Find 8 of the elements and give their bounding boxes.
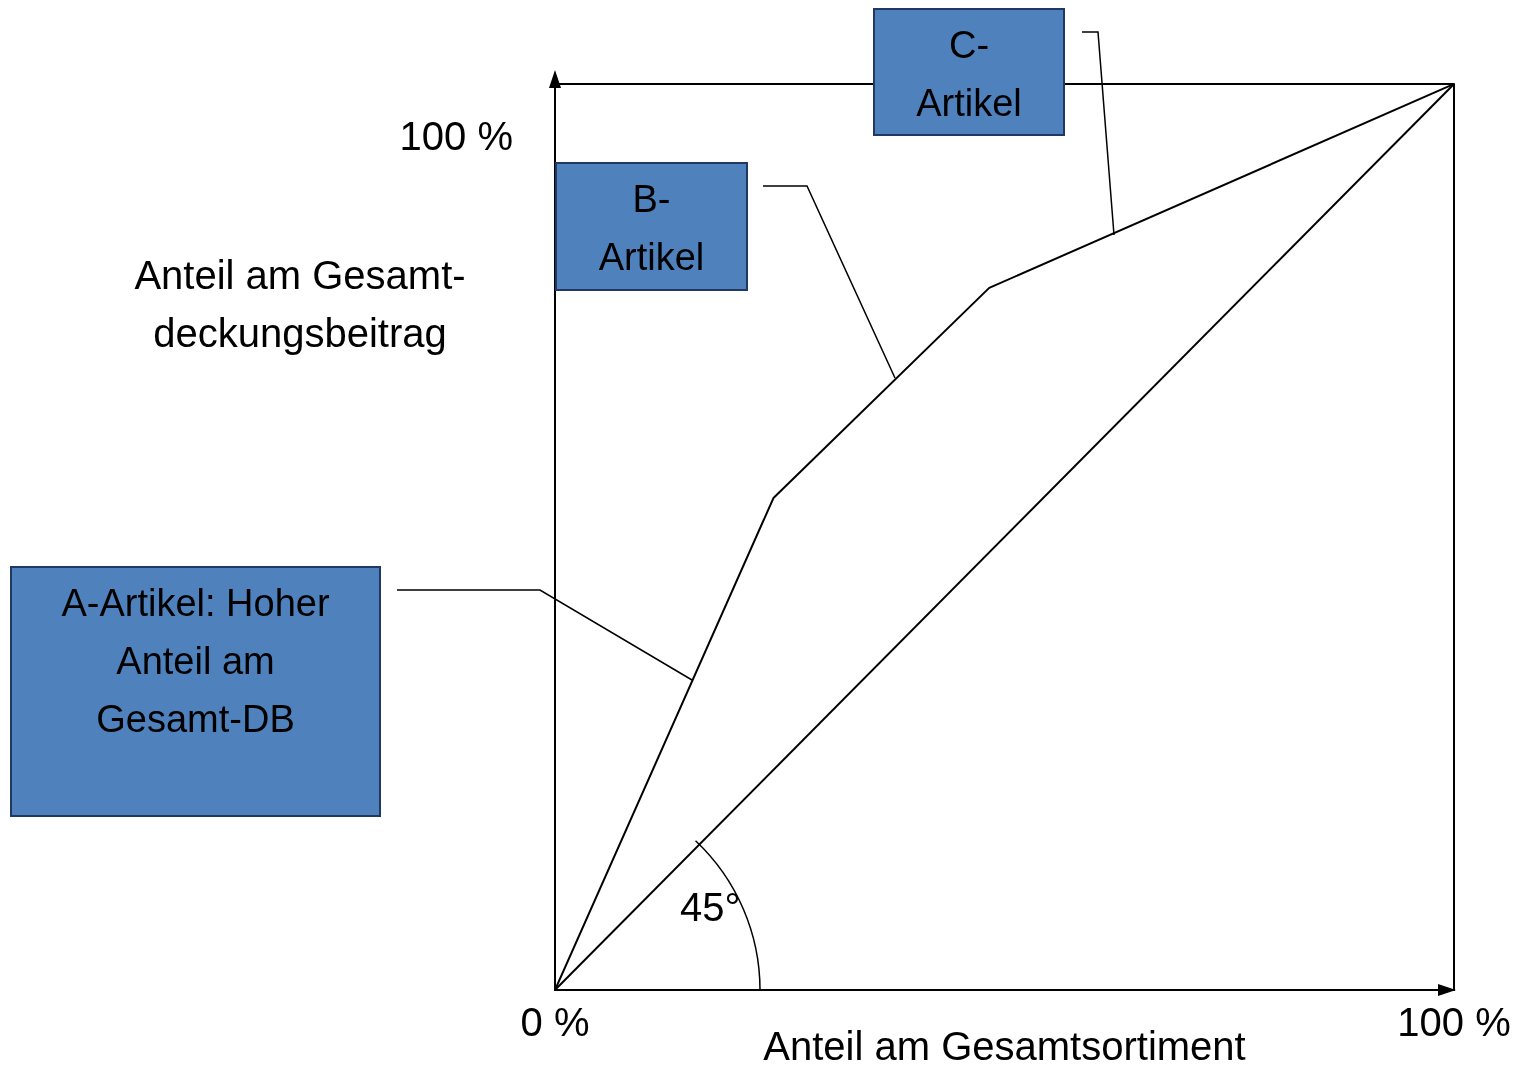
text: A-Artikel: Hoher Anteil am Gesamt-DB xyxy=(10,566,381,817)
annotation: B-Artikel xyxy=(555,162,748,291)
x-axis-title: Anteil am Gesamtsortiment xyxy=(763,1024,1246,1069)
x-tick-label: 0 % xyxy=(520,1000,590,1045)
text: 100 % xyxy=(399,114,513,159)
y-axis-title: Anteil am Gesamt-deckungsbeitrag xyxy=(133,252,467,357)
annotation: C-Artikel xyxy=(873,8,1065,136)
annotation: 45° xyxy=(680,885,741,930)
